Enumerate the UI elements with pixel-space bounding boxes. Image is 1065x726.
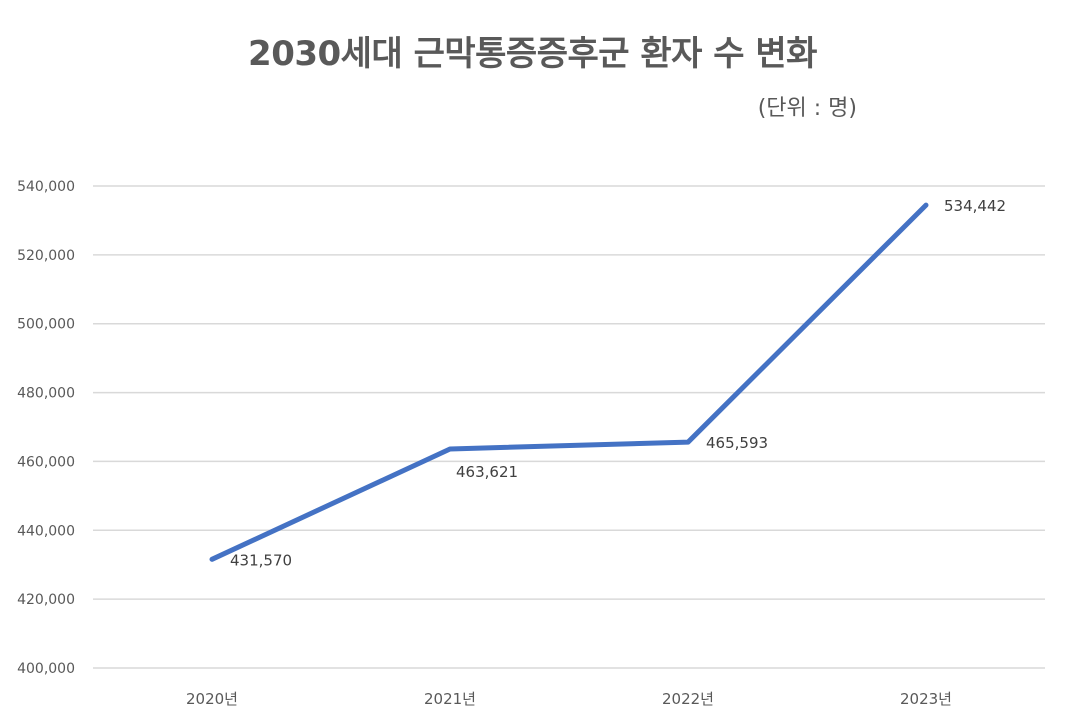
x-tick-label: 2022년 xyxy=(662,690,714,708)
x-tick-label: 2021년 xyxy=(424,690,476,708)
y-tick-label: 400,000 xyxy=(17,661,75,677)
x-axis-ticks: 2020년 2021년 2022년 2023년 xyxy=(186,690,952,708)
x-tick-label: 2020년 xyxy=(186,690,238,708)
gridlines xyxy=(93,185,1045,669)
y-tick-label: 520,000 xyxy=(17,248,75,264)
unit-label: (단위 : 명) xyxy=(757,96,857,121)
y-tick-label: 440,000 xyxy=(17,523,75,539)
x-tick-label: 2023년 xyxy=(900,690,952,708)
y-axis-ticks: 400,000 420,000 440,000 460,000 480,000 500,0… xyxy=(17,179,75,677)
data-labels: 431,570 463,621 465,593 534,442 xyxy=(230,197,1006,569)
series-line xyxy=(209,202,929,562)
data-label: 465,593 xyxy=(706,434,768,452)
data-label: 534,442 xyxy=(944,197,1006,215)
y-tick-label: 540,000 xyxy=(17,179,75,195)
y-tick-label: 460,000 xyxy=(17,454,75,470)
y-tick-label: 500,000 xyxy=(17,317,75,333)
y-tick-label: 420,000 xyxy=(17,592,75,608)
chart-title: 2030세대 근막통증증후군 환자 수 변화 xyxy=(248,34,817,74)
data-label: 463,621 xyxy=(456,463,518,481)
data-label: 431,570 xyxy=(230,551,292,569)
y-tick-label: 480,000 xyxy=(17,386,75,402)
